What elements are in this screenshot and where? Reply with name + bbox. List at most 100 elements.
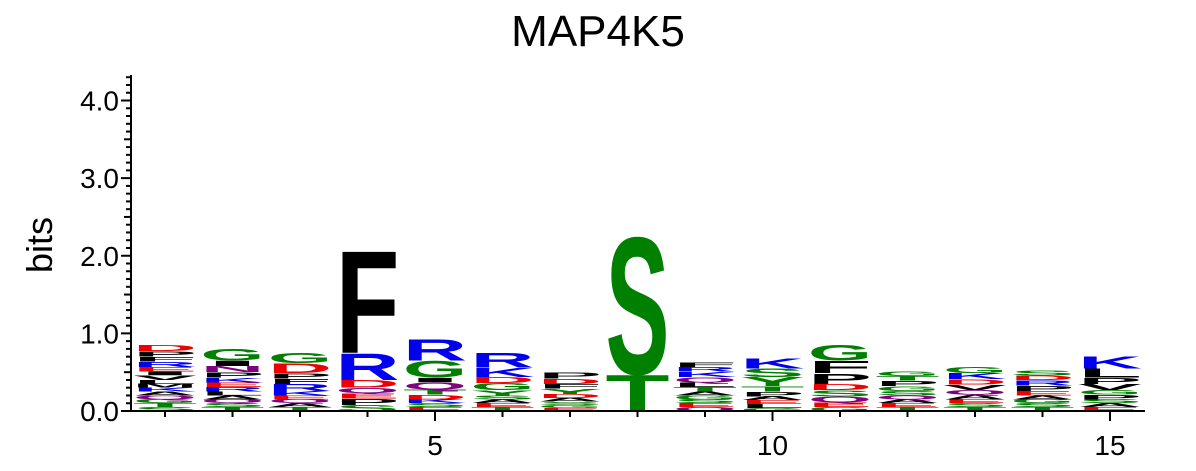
logo-letter-e: E bbox=[538, 407, 602, 412]
logo-letter-e: E bbox=[471, 402, 535, 408]
logo-letter-q: Q bbox=[403, 381, 467, 392]
logo-letter-s: S bbox=[1011, 369, 1075, 377]
logo-letter-s: S bbox=[808, 389, 872, 399]
logo-letter-y: Y bbox=[741, 374, 805, 389]
logo-letter-d: D bbox=[1011, 374, 1075, 381]
logo-letter-p: P bbox=[538, 371, 602, 381]
logo-letter-f: F bbox=[268, 377, 332, 385]
logo-letter-d: D bbox=[808, 382, 872, 392]
logo-letter-g: G bbox=[133, 398, 197, 404]
logo-letter-v: V bbox=[943, 383, 1007, 391]
logo-letter-r: R bbox=[673, 366, 737, 373]
logo-letter-g: G bbox=[268, 349, 332, 366]
y-tick-label: 0.0 bbox=[80, 396, 119, 427]
logo-letter-p: P bbox=[336, 397, 400, 407]
logo-letter-k: K bbox=[1078, 353, 1142, 372]
logo-letter-p: P bbox=[268, 372, 332, 380]
logo-letter-t: T bbox=[876, 406, 940, 412]
logo-letter-p: P bbox=[808, 370, 872, 387]
logo-letter-i: I bbox=[201, 359, 265, 367]
logo-letter-e: E bbox=[133, 366, 197, 373]
logo-letter-q: Q bbox=[943, 389, 1007, 396]
logo-letter-t: T bbox=[1011, 406, 1075, 412]
logo-letter-s: S bbox=[876, 390, 940, 397]
logo-letter-t: T bbox=[403, 388, 467, 396]
logo-letter-e: E bbox=[268, 395, 332, 401]
logo-letter-g: G bbox=[673, 395, 737, 401]
logo-letter-g: G bbox=[538, 404, 602, 409]
logo-letter-g: G bbox=[741, 407, 805, 412]
logo-letter-k: K bbox=[268, 390, 332, 397]
logo-letter-l: L bbox=[133, 379, 197, 385]
logo-letter-k: K bbox=[133, 387, 197, 393]
logo-letter-e: E bbox=[741, 399, 805, 405]
logo-letter-g: G bbox=[876, 385, 940, 392]
logo-letter-e: E bbox=[943, 398, 1007, 404]
logo-letter-p: P bbox=[741, 390, 805, 397]
logo-letter-g: G bbox=[808, 406, 872, 412]
logo-letter-g: G bbox=[403, 356, 467, 383]
logo-letter-a: A bbox=[741, 395, 805, 401]
logo-letter-r: R bbox=[403, 334, 467, 368]
logo-letter-g: G bbox=[471, 381, 535, 392]
logo-letter-s: S bbox=[943, 402, 1007, 408]
logo-letter-g: G bbox=[1011, 398, 1075, 404]
logo-letter-s: S bbox=[336, 403, 400, 413]
logo-letter-l: L bbox=[1078, 366, 1142, 381]
logo-letter-t: T bbox=[201, 406, 265, 412]
logo-letter-d: D bbox=[471, 375, 535, 385]
logo-letter-a: A bbox=[1011, 395, 1075, 401]
logo-letter-q: Q bbox=[673, 376, 737, 384]
logo-letter-t: T bbox=[876, 375, 940, 382]
y-tick-label: 4.0 bbox=[80, 86, 119, 117]
logo-letter-p: P bbox=[1078, 394, 1142, 401]
logo-letter-f: F bbox=[673, 361, 737, 368]
logo-letter-l: L bbox=[741, 403, 805, 409]
logo-letter-e: E bbox=[403, 406, 467, 412]
logo-letter-n: N bbox=[201, 365, 265, 375]
x-tick-label: 5 bbox=[427, 430, 443, 461]
logo-letter-f: F bbox=[336, 222, 400, 385]
x-tick-label: 15 bbox=[1094, 430, 1125, 461]
logo-letter-i: I bbox=[133, 370, 197, 376]
logo-letter-k: K bbox=[403, 398, 467, 404]
logo-letter-d: D bbox=[538, 393, 602, 399]
logo-letter-e: E bbox=[1078, 406, 1142, 412]
logo-letter-d: D bbox=[538, 377, 602, 385]
logo-letter-p: P bbox=[876, 379, 940, 387]
logo-letter-s: S bbox=[201, 402, 265, 408]
logo-letter-k: K bbox=[201, 377, 265, 384]
logo-letter-y: Y bbox=[471, 389, 535, 397]
logo-letter-q: Q bbox=[133, 395, 197, 401]
logo-letter-a: A bbox=[673, 391, 737, 397]
logo-letter-r: R bbox=[336, 346, 400, 388]
logo-letter-r: R bbox=[201, 386, 265, 393]
logo-letter-f: F bbox=[808, 357, 872, 376]
logo-letter-e: E bbox=[808, 401, 872, 408]
y-axis-label: bits bbox=[19, 217, 60, 273]
logo-letter-a: A bbox=[471, 398, 535, 404]
logo-letter-t: T bbox=[741, 385, 805, 393]
logo-letter-k: K bbox=[741, 355, 805, 372]
logo-letter-s: S bbox=[471, 395, 535, 401]
y-tick-label: 2.0 bbox=[80, 241, 119, 272]
y-tick-label: 3.0 bbox=[80, 163, 119, 194]
logo-letter-r: R bbox=[133, 360, 197, 368]
logo-letter-q: Q bbox=[673, 406, 737, 412]
logo-letter-a: A bbox=[1078, 402, 1142, 408]
logo-letter-p: P bbox=[1011, 384, 1075, 392]
logo-letter-d: D bbox=[336, 378, 400, 390]
logo-letter-r: R bbox=[268, 382, 332, 393]
logo-letter-r: R bbox=[1011, 379, 1075, 387]
logo-letter-s: S bbox=[133, 406, 197, 412]
logo-letter-g: G bbox=[876, 370, 940, 377]
logo-letter-r: R bbox=[471, 348, 535, 372]
logo-letter-d: D bbox=[133, 344, 197, 354]
logo-letter-s: S bbox=[673, 398, 737, 404]
logo-letter-s: S bbox=[538, 401, 602, 406]
logo-letter-p: P bbox=[133, 350, 197, 358]
chart-title: MAP4K5 bbox=[511, 7, 685, 56]
logo-letter-s: S bbox=[1011, 402, 1075, 408]
logo-letter-e: E bbox=[201, 381, 265, 388]
